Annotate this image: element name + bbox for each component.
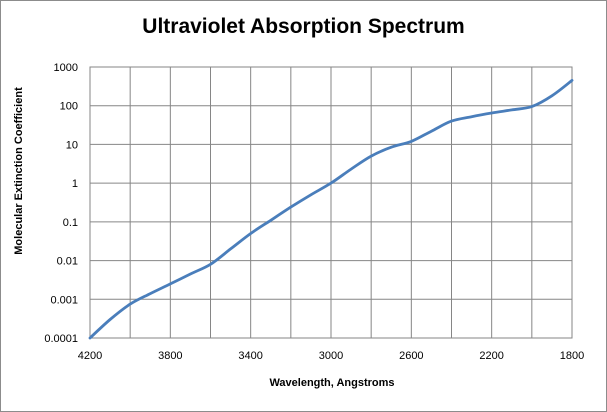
x-tick-label: 2200 xyxy=(479,350,503,362)
chart-title: Ultraviolet Absorption Spectrum xyxy=(142,15,465,38)
x-tick-label: 3800 xyxy=(158,350,182,362)
y-tick-label: 100 xyxy=(60,101,78,113)
x-tick-label: 4200 xyxy=(78,350,102,362)
x-tick-label: 3400 xyxy=(238,350,262,362)
x-axis-label: Wavelength, Angstroms xyxy=(269,377,395,389)
y-tick-label: 0.01 xyxy=(57,256,78,268)
x-tick-label: 3000 xyxy=(319,350,343,362)
x-tick-label: 2600 xyxy=(399,350,423,362)
plot-border xyxy=(89,66,573,339)
y-tick-label: 0.001 xyxy=(50,294,78,306)
series-line xyxy=(88,79,574,340)
y-tick-label: 1 xyxy=(72,178,78,190)
y-tick-label: 0.1 xyxy=(63,217,78,229)
y-tick-label: 0.0001 xyxy=(44,333,78,345)
y-tick-label: 10 xyxy=(66,139,78,151)
x-tick-label: 1800 xyxy=(560,350,584,362)
y-tick-label: 1000 xyxy=(54,62,78,74)
